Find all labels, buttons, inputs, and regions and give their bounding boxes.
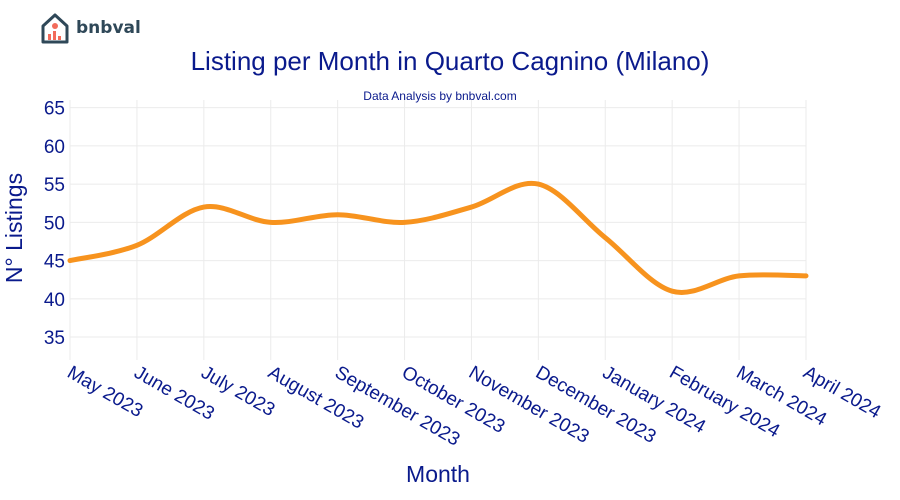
series: [67, 180, 809, 295]
y-axis-title: N° Listings: [1, 173, 27, 283]
logo-brand-text: bnbval: [76, 18, 141, 38]
y-tick-label: 35: [44, 328, 65, 349]
series-line-listings: [67, 180, 809, 295]
grid: [69, 100, 807, 360]
chart-title: Listing per Month in Quarto Cagnino (Mil…: [191, 46, 710, 76]
house-chart-icon: [41, 13, 69, 44]
logo: bnbval: [40, 12, 141, 44]
y-tick-label: 65: [44, 99, 65, 120]
chart-subtitle: Data Analysis by bnbval.com: [363, 89, 516, 103]
y-tick-label: 40: [44, 290, 65, 311]
x-tick-label: May 2023: [64, 362, 147, 422]
y-tick-label: 45: [44, 252, 65, 273]
y-tick-label: 60: [44, 137, 65, 158]
y-axis-ticks: 35 40 45 50 55 60 65: [44, 99, 65, 349]
y-tick-label: 50: [44, 213, 65, 234]
y-tick-label: 55: [44, 175, 65, 196]
x-axis-title: Month: [406, 461, 470, 487]
